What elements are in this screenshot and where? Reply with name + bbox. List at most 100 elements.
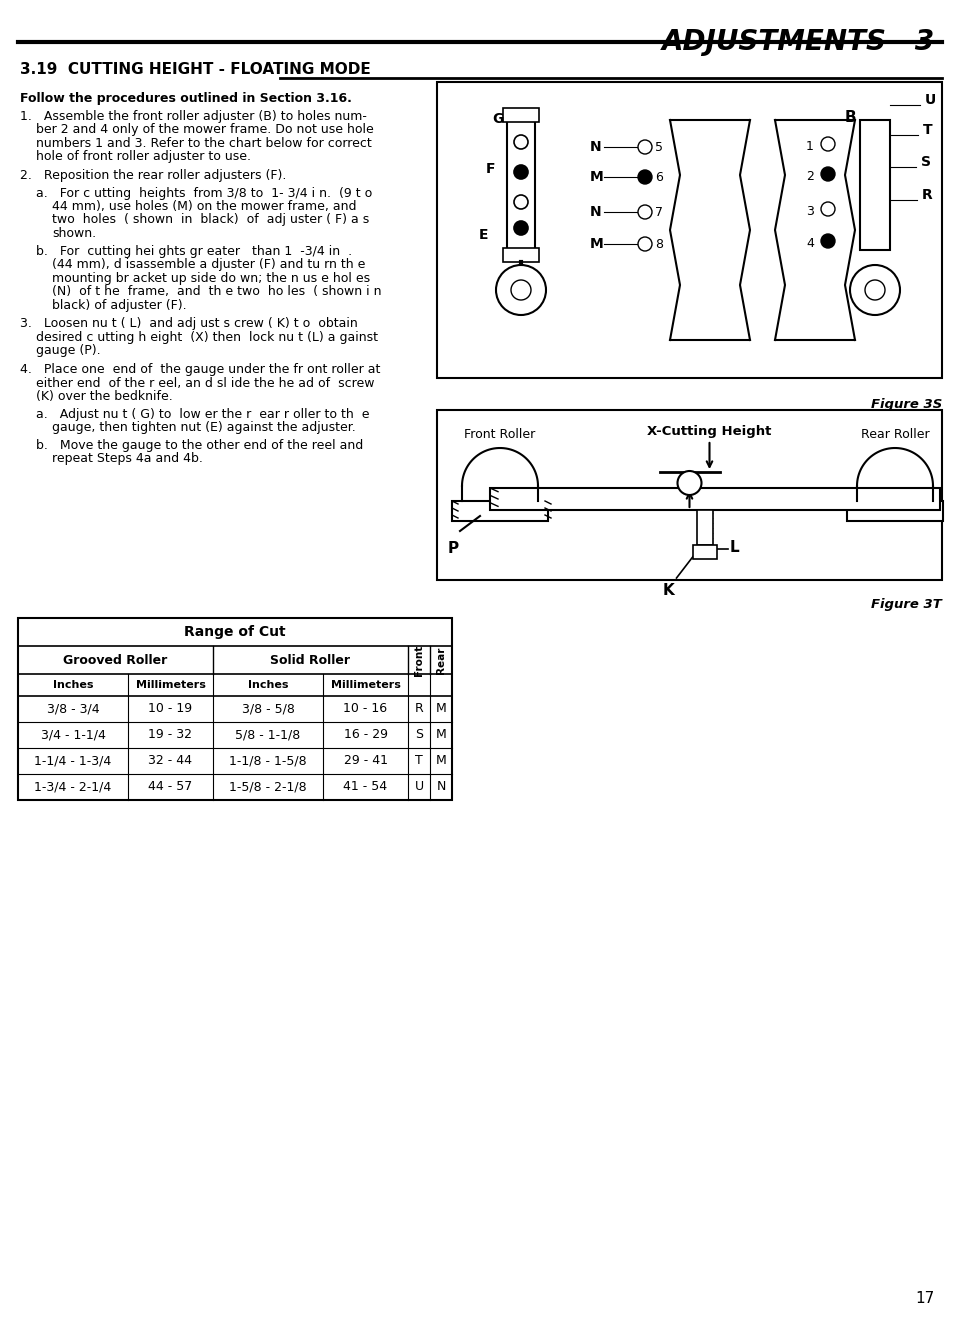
Text: N: N [590, 140, 602, 154]
Text: Follow the procedures outlined in Section 3.16.: Follow the procedures outlined in Sectio… [20, 92, 352, 105]
Text: shown.: shown. [52, 228, 96, 240]
Bar [490, 488, 940, 510]
Text: N: N [436, 780, 445, 793]
Text: 6: 6 [655, 170, 662, 184]
Circle shape [496, 265, 546, 315]
Text: 3: 3 [806, 205, 814, 218]
Text: B: B [845, 110, 856, 125]
Text: M: M [436, 703, 446, 716]
Text: a.   For c utting  heights  from 3/8 to  1- 3/4 i n.  (9 t o: a. For c utting heights from 3/8 to 1- 3… [36, 186, 372, 200]
Text: Solid Roller: Solid Roller [271, 654, 350, 667]
Text: a.   Adjust nu t ( G) to  low er the r  ear r oller to th  e: a. Adjust nu t ( G) to low er the r ear … [36, 407, 370, 421]
Circle shape [514, 221, 528, 236]
Text: 19 - 32: 19 - 32 [149, 728, 193, 741]
Text: Millimeters: Millimeters [135, 680, 205, 689]
Circle shape [638, 140, 652, 154]
Text: hole of front roller adjuster to use.: hole of front roller adjuster to use. [36, 150, 251, 164]
Text: R: R [922, 188, 933, 202]
Text: M: M [436, 728, 446, 741]
Circle shape [821, 202, 835, 216]
Circle shape [638, 237, 652, 252]
Text: S: S [415, 728, 423, 741]
Text: 4: 4 [806, 237, 814, 250]
Text: E: E [479, 228, 489, 242]
Text: (N)  of t he  frame,  and  th e two  ho les  ( shown i n: (N) of t he frame, and th e two ho les (… [52, 285, 381, 298]
Text: Grooved Roller: Grooved Roller [63, 654, 168, 667]
Bar [847, 500, 943, 520]
Text: 1-1/4 - 1-3/4: 1-1/4 - 1-3/4 [35, 755, 111, 768]
Text: N: N [590, 205, 602, 220]
Text: 29 - 41: 29 - 41 [344, 755, 388, 768]
Text: 10 - 16: 10 - 16 [344, 703, 388, 716]
Text: 3.19  CUTTING HEIGHT - FLOATING MODE: 3.19 CUTTING HEIGHT - FLOATING MODE [20, 63, 371, 77]
Circle shape [865, 280, 885, 299]
Bar [503, 108, 539, 122]
Text: X-Cutting Height: X-Cutting Height [647, 425, 772, 438]
Text: 32 - 44: 32 - 44 [149, 755, 193, 768]
Text: 16 - 29: 16 - 29 [344, 728, 388, 741]
Text: U: U [925, 93, 936, 106]
Text: 3/4 - 1-1/4: 3/4 - 1-1/4 [40, 728, 106, 741]
Circle shape [821, 234, 835, 248]
Text: b.   For  cutting hei ghts gr eater   than 1  -3/4 in  .: b. For cutting hei ghts gr eater than 1 … [36, 245, 352, 258]
Text: Figure 3S: Figure 3S [871, 398, 942, 411]
Text: repeat Steps 4a and 4b.: repeat Steps 4a and 4b. [52, 453, 203, 466]
Bar [507, 120, 535, 250]
Circle shape [514, 134, 528, 149]
Text: 7: 7 [655, 206, 663, 220]
Bar [452, 500, 548, 520]
Circle shape [678, 471, 702, 495]
Text: mounting br acket up side do wn; the n us e hol es: mounting br acket up side do wn; the n u… [52, 272, 371, 285]
Circle shape [638, 205, 652, 220]
Text: Millimeters: Millimeters [330, 680, 400, 689]
Text: 3.   Loosen nu t ( L)  and adj ust s crew ( K) t o  obtain: 3. Loosen nu t ( L) and adj ust s crew (… [20, 318, 358, 330]
Text: 1.   Assemble the front roller adjuster (B) to holes num-: 1. Assemble the front roller adjuster (B… [20, 109, 367, 122]
Text: G: G [492, 112, 503, 126]
Text: 44 mm), use holes (M) on the mower frame, and: 44 mm), use holes (M) on the mower frame… [52, 200, 356, 213]
Bar [860, 120, 890, 250]
Bar [692, 544, 716, 559]
Text: P: P [447, 540, 459, 556]
Text: Range of Cut: Range of Cut [184, 626, 286, 639]
Text: S: S [921, 154, 931, 169]
Text: Inches: Inches [248, 680, 288, 689]
Text: 17: 17 [916, 1291, 935, 1306]
Text: 8: 8 [655, 238, 663, 252]
Text: 44 - 57: 44 - 57 [149, 780, 193, 793]
Text: Rear Roller: Rear Roller [861, 429, 929, 441]
Text: F: F [486, 162, 495, 176]
Text: U: U [415, 780, 423, 793]
Text: 1: 1 [806, 140, 814, 153]
Text: 4.   Place one  end of  the gauge under the fr ont roller at: 4. Place one end of the gauge under the … [20, 363, 380, 377]
Text: ADJUSTMENTS   3: ADJUSTMENTS 3 [661, 28, 935, 56]
Text: T: T [923, 122, 932, 137]
Text: gauge (P).: gauge (P). [36, 345, 101, 358]
Text: 3/8 - 5/8: 3/8 - 5/8 [242, 703, 295, 716]
Text: 10 - 19: 10 - 19 [149, 703, 193, 716]
Circle shape [511, 280, 531, 299]
Text: M: M [590, 237, 604, 252]
Text: M: M [590, 170, 604, 184]
Circle shape [638, 170, 652, 184]
Text: numbers 1 and 3. Refer to the chart below for correct: numbers 1 and 3. Refer to the chart belo… [36, 137, 372, 149]
Circle shape [821, 166, 835, 181]
Text: ber 2 and 4 only of the mower frame. Do not use hole: ber 2 and 4 only of the mower frame. Do … [36, 122, 373, 136]
Bar [437, 410, 942, 580]
Circle shape [821, 137, 835, 150]
Text: gauge, then tighten nut (E) against the adjuster.: gauge, then tighten nut (E) against the … [52, 422, 356, 434]
Text: T: T [415, 755, 422, 768]
Text: b.   Move the gauge to the other end of the reel and: b. Move the gauge to the other end of th… [36, 439, 363, 453]
Text: 5: 5 [655, 141, 663, 154]
Text: 3/8 - 3/4: 3/8 - 3/4 [47, 703, 99, 716]
Bar [18, 618, 452, 800]
Text: 1-5/8 - 2-1/8: 1-5/8 - 2-1/8 [229, 780, 307, 793]
Text: 1-3/4 - 2-1/4: 1-3/4 - 2-1/4 [35, 780, 111, 793]
Text: desired c utting h eight  (X) then  lock nu t (L) a gainst: desired c utting h eight (X) then lock n… [36, 331, 378, 343]
Text: Front: Front [414, 644, 424, 676]
Text: 2: 2 [806, 170, 814, 182]
Circle shape [850, 265, 900, 315]
Text: black) of adjuster (F).: black) of adjuster (F). [52, 298, 186, 311]
Circle shape [514, 165, 528, 178]
Text: Figure 3T: Figure 3T [872, 598, 942, 611]
Bar [503, 248, 539, 262]
